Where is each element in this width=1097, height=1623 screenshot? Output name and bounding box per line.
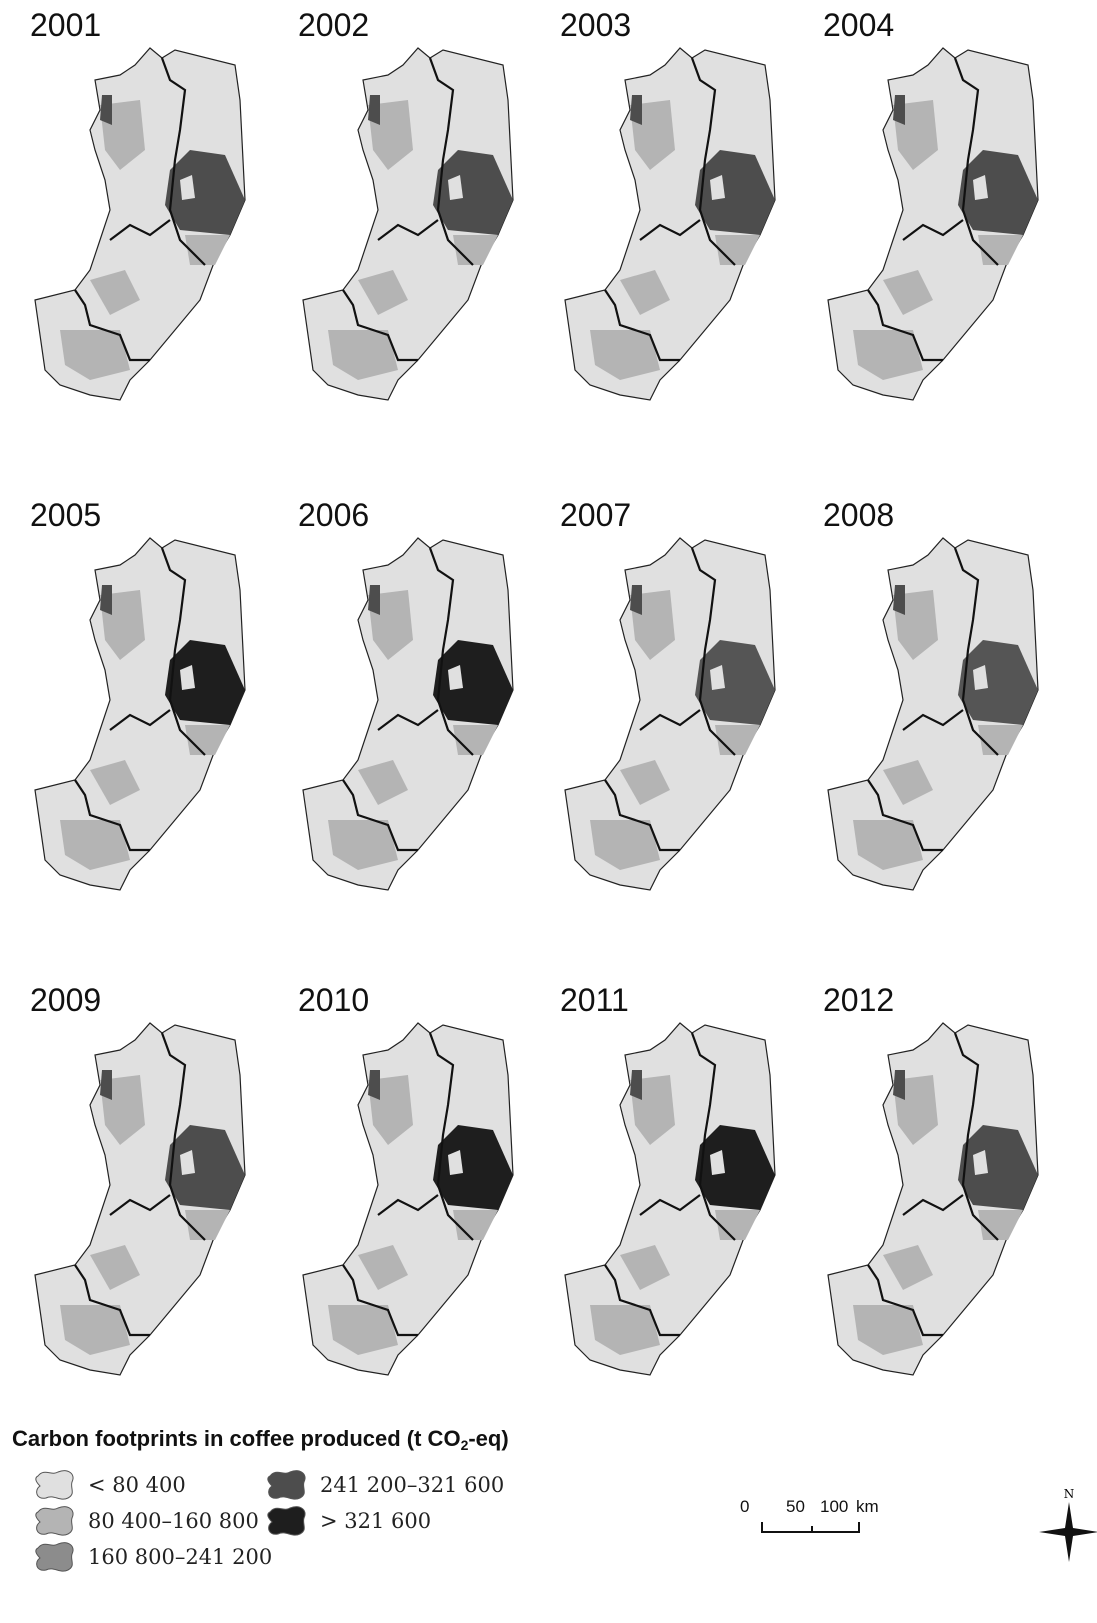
region: [100, 585, 112, 615]
region: [715, 235, 760, 265]
panel-year: 2001: [30, 7, 101, 43]
legend-label: 241 200–321 600: [320, 1473, 504, 1497]
region: [100, 1070, 112, 1100]
panel-year: 2002: [298, 7, 369, 43]
map-panel: 2001: [30, 7, 245, 400]
panel-year: 2009: [30, 982, 101, 1018]
region: [630, 1070, 642, 1100]
map: [828, 1023, 1038, 1375]
panel-year: 2003: [560, 7, 631, 43]
legend-unit-sub: 2: [461, 1437, 469, 1453]
map: [303, 538, 513, 890]
map-panel: 2004: [823, 7, 1038, 400]
panel-year: 2005: [30, 497, 101, 533]
legend-unit: -eq): [468, 1426, 508, 1451]
scale-unit: km: [856, 1497, 879, 1516]
region: [368, 1070, 380, 1100]
map-panel: 2003: [560, 7, 775, 400]
legend-title-text: Carbon footprints in coffee produced: [12, 1426, 401, 1451]
panel-year: 2011: [560, 982, 629, 1018]
region: [453, 235, 498, 265]
legend-label: 160 800–241 200: [88, 1545, 272, 1569]
map: [828, 48, 1038, 400]
map-panel: 2012: [823, 982, 1038, 1375]
map: [35, 48, 245, 400]
map-panel: 2010: [298, 982, 513, 1375]
region: [978, 725, 1023, 755]
panel-year: 2010: [298, 982, 369, 1018]
map: [828, 538, 1038, 890]
map-panel: 2005: [30, 497, 245, 890]
region: [630, 95, 642, 125]
legend-label: 80 400–160 800: [88, 1509, 259, 1533]
scale-label: 50: [786, 1497, 805, 1516]
legend-swatch: [36, 1471, 73, 1499]
map: [303, 48, 513, 400]
region: [453, 725, 498, 755]
map-panel: 2002: [298, 7, 513, 400]
region: [185, 235, 230, 265]
region: [185, 1210, 230, 1240]
legend-label: < 80 400: [88, 1473, 186, 1497]
region: [715, 725, 760, 755]
panel-year: 2006: [298, 497, 369, 533]
map-panel: 2008: [823, 497, 1038, 890]
map-panel: 2007: [560, 497, 775, 890]
region: [100, 95, 112, 125]
map: [35, 538, 245, 890]
legend-title: Carbon footprints in coffee produced (t …: [12, 1426, 509, 1453]
map: [35, 1023, 245, 1375]
legend-swatch: [268, 1507, 305, 1535]
legend-unit: (t CO: [407, 1426, 461, 1451]
panel-year: 2007: [560, 497, 631, 533]
map-panel: 2009: [30, 982, 245, 1375]
region: [453, 1210, 498, 1240]
figure: Carbon footprints in coffee produced (t …: [0, 0, 1097, 1623]
region: [893, 1070, 905, 1100]
panel-year: 2004: [823, 7, 894, 43]
map: [565, 1023, 775, 1375]
scale-label: 0: [740, 1497, 749, 1516]
scale-line: [762, 1522, 859, 1532]
map: [565, 538, 775, 890]
map: [303, 1023, 513, 1375]
region: [893, 95, 905, 125]
legend-label: > 321 600: [320, 1509, 431, 1533]
panel-year: 2008: [823, 497, 894, 533]
compass: [1039, 1502, 1097, 1562]
map-panel: 2006: [298, 497, 513, 890]
region: [893, 585, 905, 615]
region: [715, 1210, 760, 1240]
north-arrow: [1039, 1502, 1097, 1562]
region: [978, 235, 1023, 265]
map: [565, 48, 775, 400]
region: [368, 585, 380, 615]
region: [185, 725, 230, 755]
region: [368, 95, 380, 125]
legend-swatch: [36, 1507, 73, 1535]
north-label: N: [1064, 1487, 1075, 1501]
map-panel: 2011: [560, 982, 775, 1375]
legend-swatch: [268, 1471, 305, 1499]
legend-swatch: [36, 1543, 73, 1571]
scale-bar: [762, 1522, 859, 1532]
region: [978, 1210, 1023, 1240]
panel-year: 2012: [823, 982, 894, 1018]
scale-label: 100: [820, 1497, 848, 1516]
region: [630, 585, 642, 615]
